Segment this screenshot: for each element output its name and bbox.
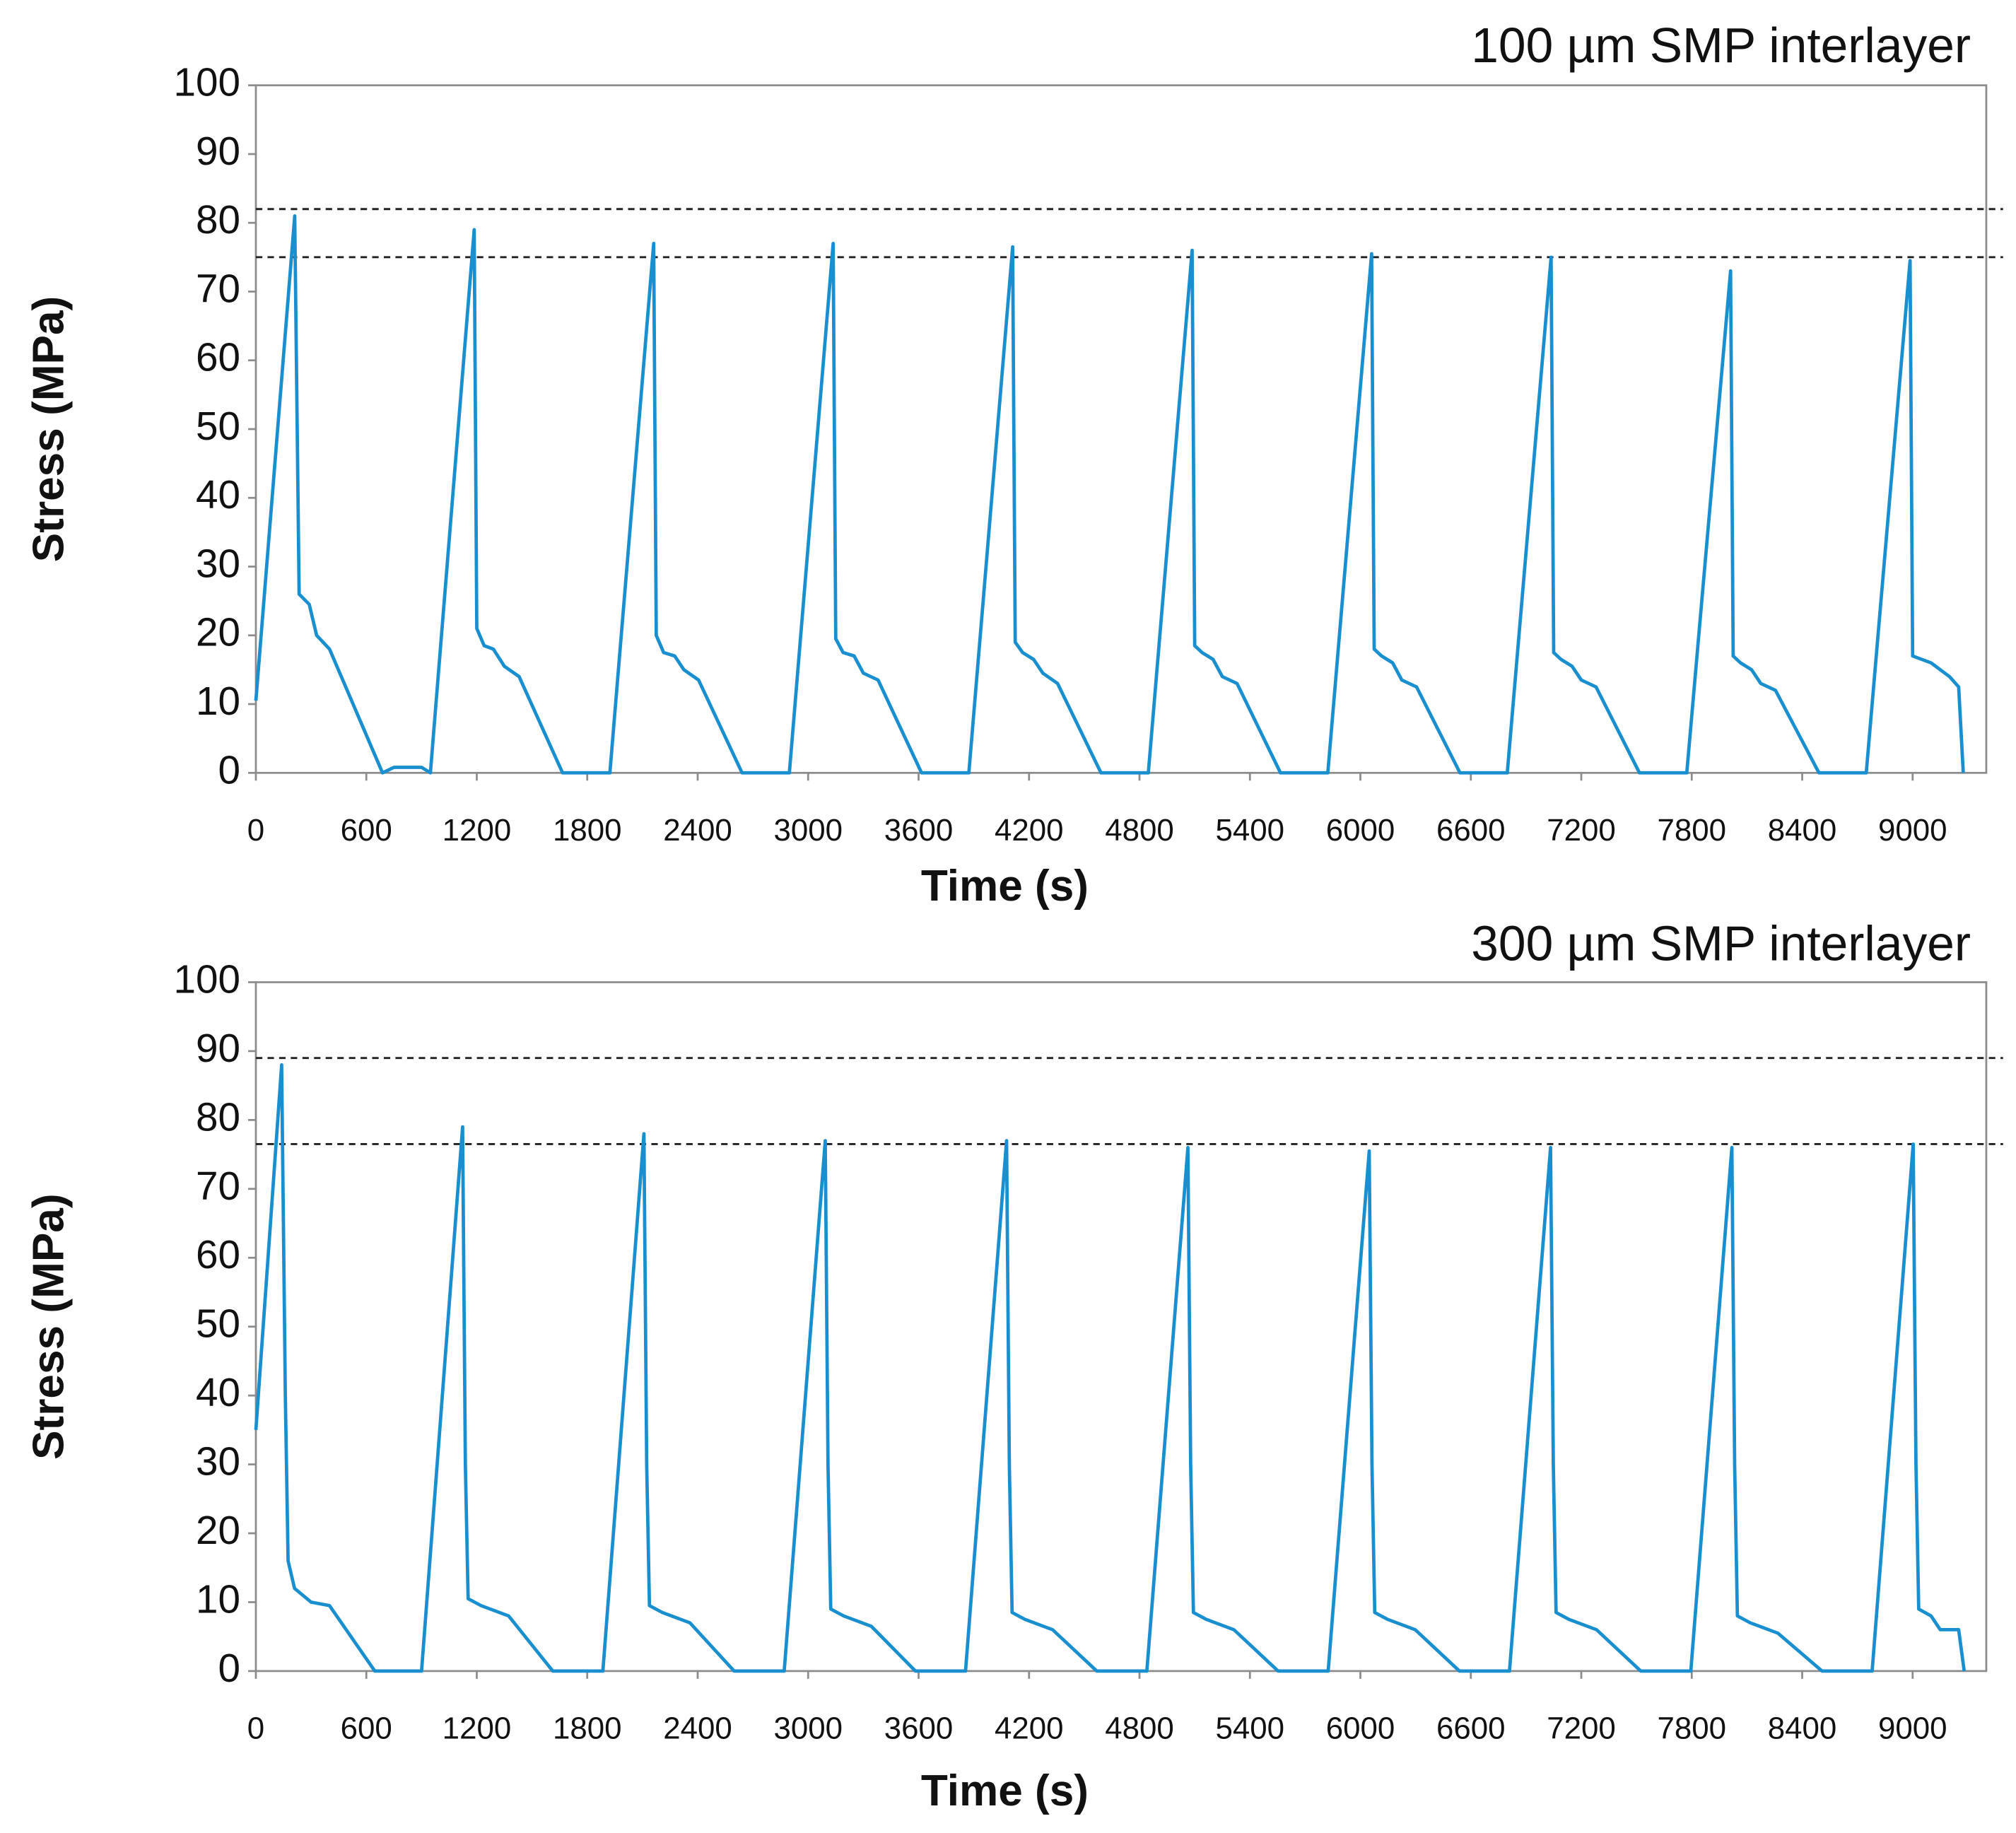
plot-area [254,84,1988,774]
y-tick-label: 70 [196,267,240,311]
x-tick-label: 1200 [443,1711,512,1746]
y-tick-label: 40 [196,473,240,517]
y-tick-label: 30 [196,1440,240,1484]
y-axis-label: Stress (MPa) [25,1193,74,1459]
x-tick-label: 7200 [1547,1711,1616,1746]
x-tick-label: 600 [341,1711,392,1746]
y-tick-label: 80 [196,1095,240,1140]
x-tick-label: 3600 [884,813,954,848]
y-tick-label: 10 [196,679,240,724]
y-tick-label: 30 [196,541,240,586]
y-tick-label: 100 [174,61,241,105]
y-tick-label: 0 [218,1646,241,1691]
x-tick-label: 600 [341,813,392,848]
x-tick-label: 6600 [1436,813,1506,848]
x-tick-label: 7800 [1657,1711,1726,1746]
y-tick-label: 60 [196,1233,240,1277]
x-tick-label: 0 [247,813,264,848]
x-tick-label: 8400 [1768,1711,1837,1746]
y-tick-label: 10 [196,1577,240,1622]
x-tick-label: 9000 [1878,813,1947,848]
x-tick-label: 2400 [663,1711,732,1746]
x-axis-label: Time (s) [921,1767,1089,1815]
y-tick-label: 60 [196,336,240,380]
y-tick-label: 50 [196,404,240,449]
x-tick-label: 5400 [1215,1711,1284,1746]
chart-title: 300 µm SMP interlayer [1471,915,1971,971]
y-tick-label: 40 [196,1371,240,1415]
x-tick-label: 4800 [1105,1711,1174,1746]
x-tick-label: 0 [247,1711,264,1746]
x-tick-label: 4200 [995,813,1064,848]
x-axis-label: Time (s) [921,862,1089,910]
data-line [254,1063,1967,1673]
x-tick-label: 7200 [1547,813,1616,848]
x-tick-label: 6000 [1326,813,1395,848]
x-tick-label: 2400 [663,813,732,848]
y-tick-label: 70 [196,1164,240,1209]
data-line [254,214,1965,775]
chart-title: 100 µm SMP interlayer [1471,18,1971,73]
y-tick-label: 0 [218,748,241,792]
y-tick-label: 20 [196,1509,240,1553]
y-tick-label: 20 [196,611,240,655]
y-tick-label: 80 [196,198,240,242]
x-tick-label: 1200 [443,813,512,848]
x-tick-label: 6600 [1436,1711,1506,1746]
x-tick-label: 8400 [1768,813,1837,848]
y-tick-label: 90 [196,1026,240,1071]
x-tick-label: 7800 [1657,813,1726,848]
x-tick-label: 6000 [1326,1711,1395,1746]
x-tick-label: 3000 [773,813,843,848]
x-tick-label: 4800 [1105,813,1174,848]
x-tick-label: 4200 [995,1711,1064,1746]
plot-area [254,981,1988,1673]
x-tick-label: 1800 [553,1711,622,1746]
y-tick-label: 90 [196,129,240,174]
x-tick-label: 5400 [1215,813,1284,848]
x-tick-label: 3600 [884,1711,954,1746]
x-tick-label: 9000 [1878,1711,1947,1746]
x-tick-label: 3000 [773,1711,843,1746]
y-axis-label: Stress (MPa) [25,296,74,562]
x-tick-label: 1800 [553,813,622,848]
y-tick-label: 100 [174,957,241,1002]
y-tick-label: 50 [196,1302,240,1347]
